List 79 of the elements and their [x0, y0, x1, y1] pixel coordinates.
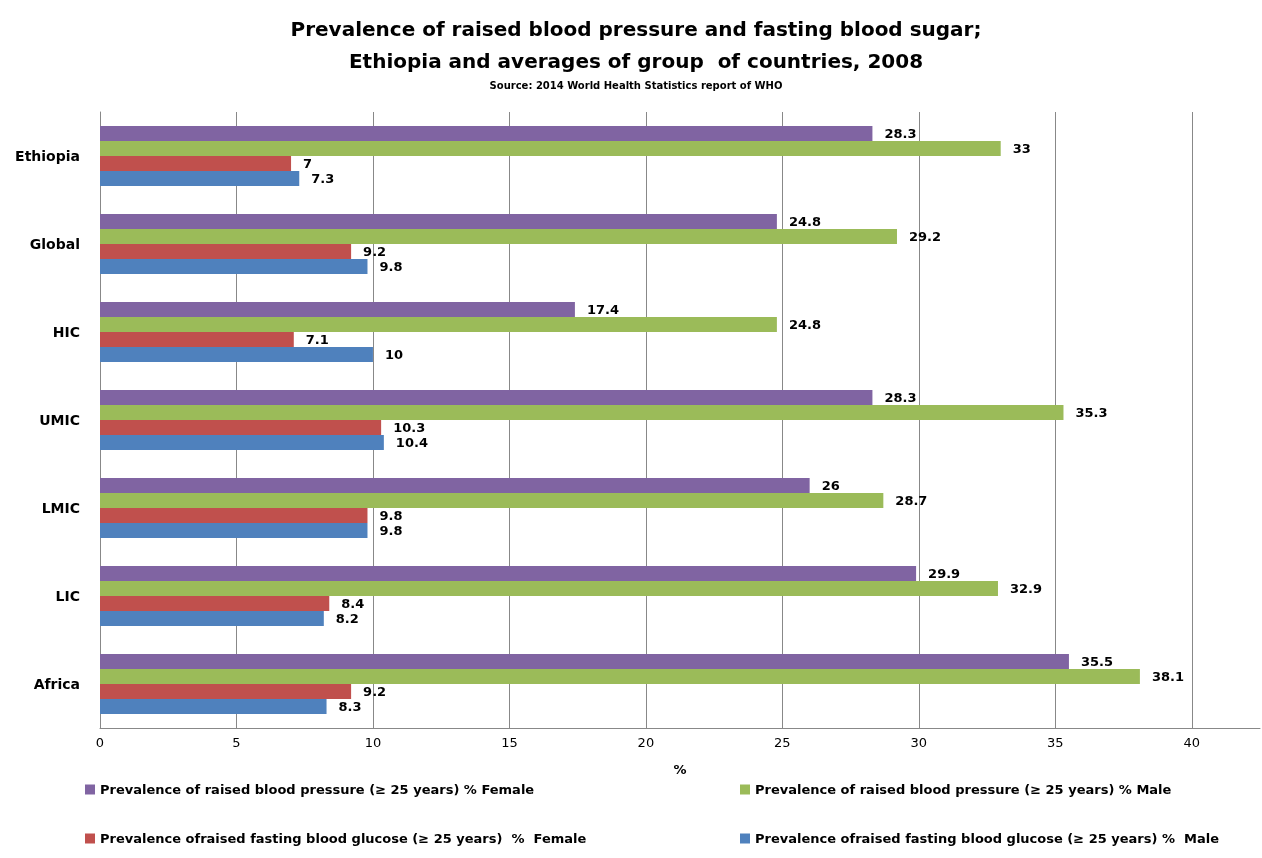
legend-label: Prevalence ofraised fasting blood glucose (≥ 25 years) % Female	[100, 831, 587, 846]
data-label: 35.5	[1080, 654, 1114, 669]
bar	[100, 405, 1064, 420]
y-tick-label: Global	[29, 236, 80, 252]
bar	[100, 596, 330, 611]
bar	[100, 390, 873, 405]
bar	[100, 214, 777, 229]
bar	[100, 669, 1140, 684]
data-label: 24.8	[788, 214, 821, 229]
x-tick-label: 10	[364, 735, 382, 750]
data-label: 33	[1012, 141, 1031, 156]
data-label: 26	[821, 478, 840, 493]
y-tick-label: Africa	[33, 676, 80, 692]
bar	[100, 581, 998, 596]
bar	[100, 126, 873, 141]
bar	[100, 317, 777, 332]
x-tick-label: 0	[95, 735, 105, 750]
data-label: 8.3	[338, 699, 362, 714]
data-label: 28.3	[884, 390, 917, 405]
data-label: 9.2	[363, 244, 387, 259]
data-label: 9.8	[379, 508, 403, 523]
bar	[100, 156, 292, 171]
x-tick-label: 40	[1183, 735, 1201, 750]
data-label: 24.8	[788, 317, 821, 332]
data-label: 7	[303, 156, 313, 171]
bar	[100, 141, 1001, 156]
data-label: 9.8	[379, 523, 403, 538]
x-tick-label: 5	[232, 735, 241, 750]
data-label: 28.3	[884, 126, 917, 141]
bar	[100, 332, 294, 347]
data-label: 7.3	[311, 171, 335, 186]
y-tick-label: LIC	[55, 588, 80, 604]
data-label: 10.3	[393, 420, 426, 435]
bar	[100, 302, 575, 317]
data-label: 10.4	[395, 435, 428, 450]
chart-title: Prevalence of raised blood pressure and fasting blood sugar; Ethiopia and averages of group of countries, 2008	[290, 17, 982, 73]
data-label: 7.1	[305, 332, 329, 347]
bar	[100, 171, 300, 186]
y-tick-label: UMIC	[39, 412, 80, 428]
legend-label: Prevalence of raised blood pressure (≥ 25 years) % Female	[100, 782, 535, 797]
data-label: 9.2	[363, 684, 387, 699]
data-label: 10	[384, 347, 404, 362]
y-tick-label: Ethiopia	[15, 148, 80, 164]
bar	[100, 699, 327, 714]
data-label: 8.2	[335, 611, 359, 626]
x-tick-label: 20	[637, 735, 655, 750]
legend-label: Prevalence ofraised fasting blood glucose (≥ 25 years) % Male	[755, 831, 1220, 846]
legend-label: Prevalence of raised blood pressure (≥ 25 years) % Male	[755, 782, 1172, 797]
bar	[100, 508, 368, 523]
x-tick-label: 25	[774, 735, 791, 750]
bar	[100, 244, 352, 259]
bar	[100, 523, 368, 538]
bar	[100, 435, 384, 450]
data-label: 29.9	[928, 566, 961, 581]
data-label: 35.3	[1075, 405, 1108, 420]
data-label: 29.2	[908, 229, 942, 244]
y-tick-label: HIC	[52, 324, 80, 340]
y-tick-label: LMIC	[41, 500, 80, 516]
data-label: 28.7	[895, 493, 928, 508]
data-label: 8.4	[341, 596, 365, 611]
bar	[100, 478, 810, 493]
bar	[100, 347, 373, 362]
source-note: Source: 2014 World Health Statistics report of WHO	[489, 79, 783, 91]
data-label: 17.4	[586, 302, 619, 317]
x-tick-label: 30	[910, 735, 928, 750]
bar	[100, 684, 352, 699]
data-label: 38.1	[1151, 669, 1184, 684]
bar	[100, 493, 884, 508]
bar	[100, 259, 368, 274]
x-axis-title: %	[673, 762, 687, 777]
bar	[100, 229, 897, 244]
data-label: 32.9	[1009, 581, 1043, 596]
x-tick-label: 35	[1047, 735, 1064, 750]
bar	[100, 566, 917, 581]
data-label: 9.8	[379, 259, 403, 274]
bar	[100, 654, 1069, 669]
bar	[100, 420, 382, 435]
x-tick-label: 15	[501, 735, 518, 750]
bar	[100, 611, 324, 626]
